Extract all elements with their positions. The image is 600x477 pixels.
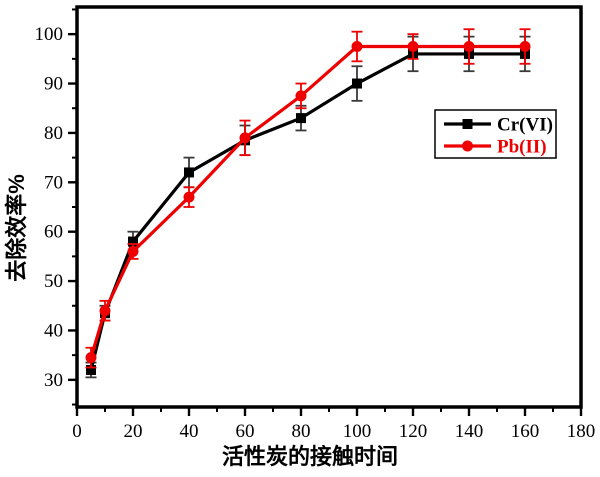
data-point-marker [128,236,138,247]
x-tick-label: 40 [180,421,199,442]
data-point-marker [127,245,139,257]
data-point-marker [183,191,195,203]
y-tick-label: 70 [44,172,63,193]
data-point-marker [85,352,97,364]
x-axis-title: 活性炭的接触时间 [222,444,398,469]
legend-item-pb-ii-: Pb(II) [444,137,547,158]
data-point-marker [239,132,251,144]
data-point-marker [296,113,306,124]
y-tick-label: 50 [44,271,63,292]
data-point-marker [519,41,531,53]
x-tick-label: 0 [72,421,82,442]
legend-label: Pb(II) [497,137,547,158]
data-point-marker [295,90,307,102]
x-tick-label: 140 [455,421,484,442]
legend-item-cr-vi-: Cr(VI) [444,115,553,136]
plot-area: 0 20 40 60 80 100 120 140 160 180 30 40 50 60 70 80 90 10… [35,5,596,442]
data-point-marker [86,364,96,375]
x-tick-label: 120 [399,421,428,442]
y-axis-title: 去除效率% [4,174,29,282]
legend-box [434,109,557,159]
x-tick-label: 100 [343,421,372,442]
x-tick-label: 20 [124,421,143,442]
y-tick-label: 100 [35,24,64,45]
series-pb-ii- [85,28,531,369]
y-tick-label: 30 [44,370,63,391]
legend-marker [462,119,473,129]
x-tick-label: 80 [292,421,311,442]
x-tick-label: 180 [567,421,596,442]
legend-marker [462,140,473,152]
data-point-marker [463,41,475,53]
y-tick-label: 90 [44,74,63,95]
x-tick-label: 60 [236,421,255,442]
legend-label: Cr(VI) [497,115,553,136]
legend: Cr(VI)Pb(II) [434,109,557,159]
data-point-marker [352,78,362,89]
y-tick-label: 40 [44,320,63,341]
data-point-marker [184,167,194,178]
data-point-marker [351,41,363,53]
series-line [89,44,525,359]
series-line [89,52,525,371]
y-tick-label: 80 [44,123,63,144]
data-point-marker [99,305,111,317]
x-tick-label: 160 [511,421,540,442]
data-point-marker [407,41,419,53]
y-tick-label: 60 [44,222,63,243]
plot-border [75,5,583,409]
